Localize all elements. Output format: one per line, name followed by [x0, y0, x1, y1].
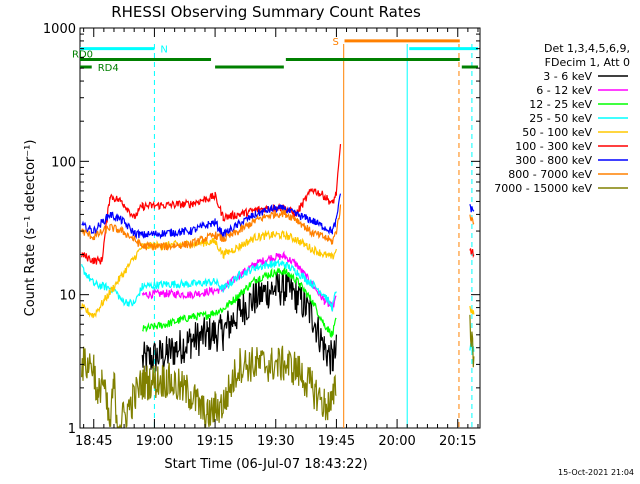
legend-entry-label: 25 - 50 keV	[529, 112, 592, 125]
series-line	[141, 270, 337, 375]
legend-entry-label: 300 - 800 keV	[515, 154, 592, 167]
x-axis-label: Start Time (06-Jul-07 18:43:22)	[164, 457, 367, 472]
legend-entry-label: 6 - 12 keV	[536, 84, 592, 97]
series-line	[81, 229, 475, 319]
y-axis-label: Count Rate (s⁻¹ detector⁻¹)	[23, 140, 38, 317]
legend-entry-label: 100 - 300 keV	[515, 140, 592, 153]
legend: Det 1,3,4,5,6,9,FDecim 1, Att 03 - 6 keV…	[494, 42, 630, 195]
x-tick-label: 19:30	[257, 434, 294, 449]
flag-bars: N S RD0 RD4	[72, 37, 478, 74]
series-line	[81, 314, 475, 429]
y-tick-label: 100	[51, 155, 76, 170]
series-line	[142, 266, 337, 339]
timestamp: 15-Oct-2021 21:04	[558, 468, 634, 477]
flag-label: RD4	[98, 63, 119, 74]
legend-header: Det 1,3,4,5,6,9,	[544, 42, 630, 55]
series-lines	[81, 144, 475, 429]
series-line	[81, 193, 475, 241]
y-tick-label: 10	[59, 289, 76, 304]
x-tick-label: 19:15	[196, 434, 233, 449]
chart-title: RHESSI Observing Summary Count Rates	[111, 3, 421, 21]
axes: 1 10 100 1000 18:45 19:00 19:15 19:30 19:45 20:00…	[43, 22, 480, 449]
flag-label: S	[333, 37, 339, 48]
x-tick-label: 20:00	[378, 434, 415, 449]
x-tick-label: 18:45	[75, 434, 112, 449]
legend-entry-label: 7000 - 15000 keV	[494, 182, 592, 195]
legend-entry-label: 12 - 25 keV	[529, 98, 592, 111]
legend-header: FDecim 1, Att 0	[545, 56, 630, 69]
series-line	[81, 204, 475, 252]
flag-label: RD0	[72, 50, 93, 61]
y-tick-label: 1	[68, 422, 76, 437]
plot-frame	[79, 27, 481, 429]
plot-border	[79, 27, 481, 429]
vertical-markers	[153, 44, 473, 428]
x-tick-label: 20:15	[439, 434, 476, 449]
legend-entry-label: 50 - 100 keV	[522, 126, 592, 139]
x-tick-label: 19:00	[136, 434, 173, 449]
flag-label: N	[160, 45, 167, 56]
y-tick-label: 1000	[43, 22, 76, 37]
legend-entry-label: 3 - 6 keV	[543, 70, 592, 83]
legend-entry-label: 800 - 7000 keV	[508, 168, 592, 181]
x-tick-label: 19:45	[318, 434, 355, 449]
